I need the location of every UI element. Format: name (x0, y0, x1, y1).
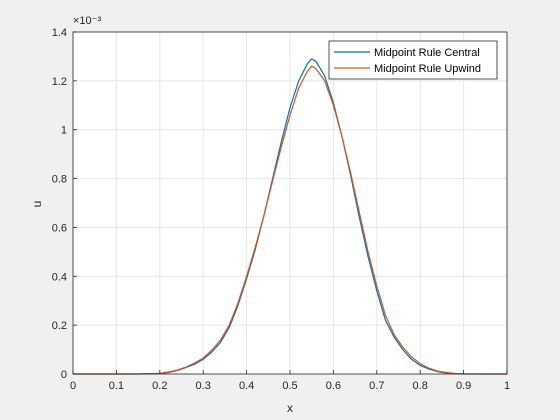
x-tick-label: 0.2 (152, 380, 167, 392)
y-tick-label: 1.4 (52, 27, 67, 39)
x-tick-label: 0.8 (413, 380, 428, 392)
y-tick-label: 0.8 (52, 174, 67, 186)
legend-label-central: Midpoint Rule Central (374, 47, 480, 59)
x-tick-label: 0.1 (109, 380, 124, 392)
x-tick-label: 0.3 (196, 380, 211, 392)
y-axis-label: u (30, 201, 44, 208)
x-axis-label: x (287, 401, 293, 415)
x-tick-label: 0.6 (326, 380, 341, 392)
x-ticks: 0 0.1 0.2 0.3 0.4 0.5 0.6 0.7 0.8 0.9 1 (70, 370, 510, 392)
y-tick-label: 0.2 (52, 320, 67, 332)
x-tick-label: 1 (504, 380, 510, 392)
x-tick-label: 0.4 (239, 380, 254, 392)
y-ticks: 0 0.2 0.4 0.6 0.8 1 1.2 1.4 (52, 27, 77, 381)
x-tick-label: 0.9 (456, 380, 471, 392)
y-tick-label: 0 (61, 369, 67, 381)
legend-label-upwind: Midpoint Rule Upwind (374, 63, 481, 75)
legend-box (328, 40, 498, 80)
y-exponent-label: ×10⁻³ (73, 15, 101, 27)
y-tick-label: 1.2 (52, 76, 67, 88)
x-tick-label: 0.5 (282, 380, 297, 392)
y-tick-label: 0.6 (52, 222, 67, 234)
series-lines (73, 58, 507, 375)
x-tick-label: 0 (70, 380, 76, 392)
legend: Midpoint Rule Central Midpoint Rule Upwi… (328, 40, 498, 80)
series-line-1 (73, 65, 507, 375)
x-tick-label: 0.7 (369, 380, 384, 392)
y-tick-label: 1 (61, 125, 67, 137)
y-tick-label: 0.4 (52, 271, 67, 283)
